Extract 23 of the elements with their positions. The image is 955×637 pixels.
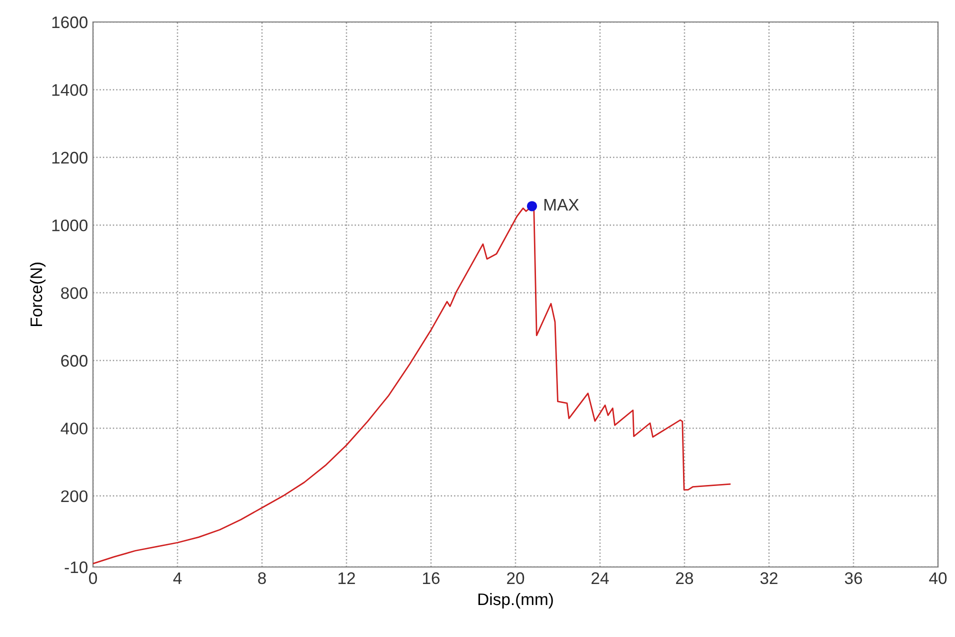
y-tick-label: 200 <box>61 490 88 502</box>
x-tick-label: 8 <box>258 572 266 584</box>
y-tick-label: 1000 <box>52 220 88 232</box>
x-tick-label: 36 <box>844 572 862 584</box>
y-tick-label: 1200 <box>52 152 88 164</box>
x-tick-label: 40 <box>929 572 947 584</box>
annotation: MAX <box>544 198 579 210</box>
x-tick-label: 24 <box>592 572 609 584</box>
x-tick-label: 28 <box>676 572 694 584</box>
x-tick-label: 4 <box>173 572 182 584</box>
x-tick-label: 12 <box>338 572 355 584</box>
y-tick-label: -10 <box>64 561 88 574</box>
y-tick-label: 800 <box>61 287 88 300</box>
x-axis-title: Disp.(mm) <box>478 592 553 608</box>
y-tick-label: 600 <box>61 354 88 367</box>
y-axis-title: Force(N) <box>30 262 46 326</box>
x-tick-label: 16 <box>423 572 440 584</box>
y-tick-label: 400 <box>60 422 88 434</box>
x-tick-label: 0 <box>89 572 97 584</box>
x-tick-label: 32 <box>760 572 778 584</box>
y-tick-label: 1600 <box>52 16 88 28</box>
x-tick-label: 20 <box>507 572 524 584</box>
y-tick-label: 1400 <box>52 84 88 96</box>
